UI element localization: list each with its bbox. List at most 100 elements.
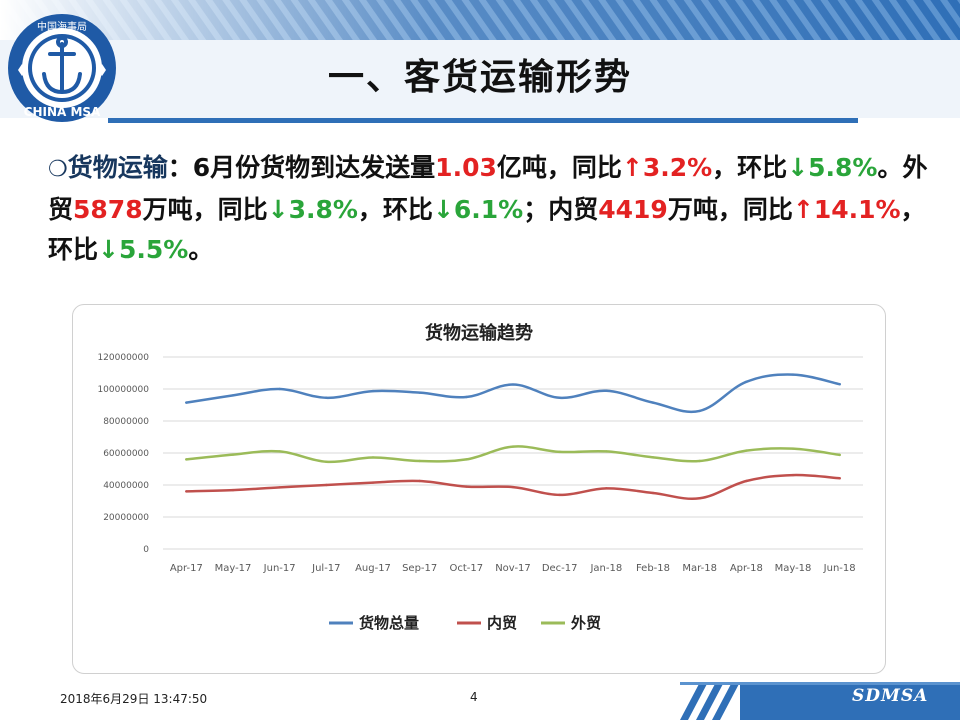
legend-label: 外贸: [570, 614, 601, 632]
foreign-volume-value: 5878: [73, 195, 143, 224]
down-arrow-icon: ↓: [98, 235, 119, 264]
slide-title: 一、客货运输形势: [327, 57, 632, 98]
y-tick-label: 100000000: [97, 385, 149, 395]
data-point: [511, 485, 515, 489]
data-point: [651, 401, 655, 404]
data-point: [791, 447, 795, 450]
data-point: [838, 477, 841, 480]
page-number: 4: [470, 690, 478, 704]
data-point: [558, 396, 561, 399]
x-tick-label: Apr-18: [730, 563, 763, 574]
chart-title: 货物运输趋势: [425, 322, 533, 344]
data-point: [698, 459, 701, 463]
data-point: [511, 445, 515, 448]
footer-band: [680, 682, 960, 720]
y-tick-label: 120000000: [97, 353, 149, 363]
freight-trend-chart: 货物运输趋势 0 20000000 40000000 60000000 80000000…: [97, 322, 863, 632]
data-point: [185, 458, 188, 461]
domestic-yoy-value: 14.1%: [813, 195, 901, 224]
logo-top-text: 中国海事局: [37, 20, 87, 33]
down-arrow-icon: ↓: [787, 153, 809, 182]
data-point: [371, 456, 375, 459]
x-tick-label: Sep-17: [402, 563, 437, 574]
data-point: [605, 450, 608, 453]
foreign-mom-value: 6.1%: [453, 195, 524, 224]
x-tick-label: Jun-17: [263, 563, 296, 574]
data-point: [231, 453, 235, 456]
data-point: [651, 456, 655, 459]
total-mom-value: 5.8%: [808, 153, 878, 182]
data-point: [465, 458, 468, 461]
data-point: [371, 481, 375, 484]
foreign-yoy-value: 3.8%: [288, 195, 358, 224]
data-point: [325, 460, 328, 463]
data-point: [558, 450, 561, 454]
data-point: [278, 387, 281, 391]
data-point: [791, 473, 795, 477]
y-tick-label: 40000000: [103, 481, 149, 491]
data-point: [558, 493, 561, 497]
data-point: [231, 488, 235, 492]
legend-label: 内贸: [487, 614, 517, 632]
data-point: [698, 409, 701, 413]
total-volume-value: 1.03: [435, 153, 497, 182]
down-arrow-icon: ↓: [432, 195, 454, 224]
data-point: [418, 459, 421, 463]
data-point: [325, 483, 328, 487]
data-point: [605, 487, 608, 490]
header-banner: [0, 0, 960, 125]
data-point: [231, 394, 235, 397]
total-yoy-value: 3.2%: [642, 153, 713, 182]
data-point: [418, 479, 421, 483]
data-point: [418, 391, 421, 394]
domestic-volume-value: 4419: [598, 195, 668, 224]
data-point: [605, 389, 608, 392]
y-tick-label: 0: [143, 545, 149, 555]
up-arrow-icon: ↑: [792, 195, 814, 224]
x-tick-label: May-18: [775, 563, 812, 574]
x-tick-label: Nov-17: [495, 563, 531, 574]
y-tick-label: 80000000: [103, 417, 149, 427]
x-tick-label: Mar-18: [682, 563, 717, 574]
logo-bottom-text: CHINA MSA: [24, 105, 101, 119]
data-point: [745, 449, 748, 452]
x-tick-label: Jun-18: [823, 563, 856, 574]
x-tick-label: Jan-18: [589, 563, 622, 574]
data-point: [651, 491, 655, 495]
data-point: [371, 389, 375, 393]
domestic-mom-value: 5.5%: [118, 235, 189, 264]
y-tick-label: 60000000: [103, 449, 149, 459]
data-point: [325, 396, 328, 399]
data-point: [698, 497, 701, 500]
footer-date: 2018年6月29日 13:47:50: [60, 692, 208, 706]
data-point: [185, 401, 188, 404]
x-tick-label: Apr-17: [170, 563, 203, 574]
x-tick-label: Feb-18: [636, 563, 670, 574]
series-line-0: [185, 373, 841, 414]
down-arrow-icon: ↓: [267, 195, 289, 224]
data-point: [745, 479, 748, 483]
x-tick-label: Oct-17: [450, 563, 484, 574]
data-point: [465, 485, 468, 488]
section-label: 货物运输: [67, 153, 168, 182]
data-point: [838, 453, 841, 457]
up-arrow-icon: ↑: [621, 153, 643, 182]
x-tick-label: Jul-17: [311, 563, 340, 574]
china-msa-logo: 中国海事局 CHINA MSA: [8, 14, 116, 122]
x-tick-label: Dec-17: [542, 563, 578, 574]
data-point: [278, 450, 281, 453]
y-tick-label: 20000000: [103, 513, 149, 523]
summary-paragraph: ❍货物运输：6月份货物到达发送量1.03亿吨，同比↑3.2%，环比↓5.8%。外…: [48, 153, 928, 264]
brand-label: SDMSA: [852, 686, 929, 706]
x-tick-label: May-17: [215, 563, 252, 574]
series-line-2: [185, 445, 841, 464]
chart-container: 货物运输趋势 0 20000000 40000000 60000000 80000000…: [72, 304, 886, 674]
data-point: [511, 383, 515, 386]
data-point: [465, 395, 468, 399]
x-tick-label: Aug-17: [355, 563, 391, 574]
data-point: [838, 383, 841, 386]
data-point: [185, 490, 188, 493]
data-point: [278, 486, 281, 489]
data-point: [745, 380, 748, 383]
legend-label: 货物总量: [359, 614, 419, 632]
